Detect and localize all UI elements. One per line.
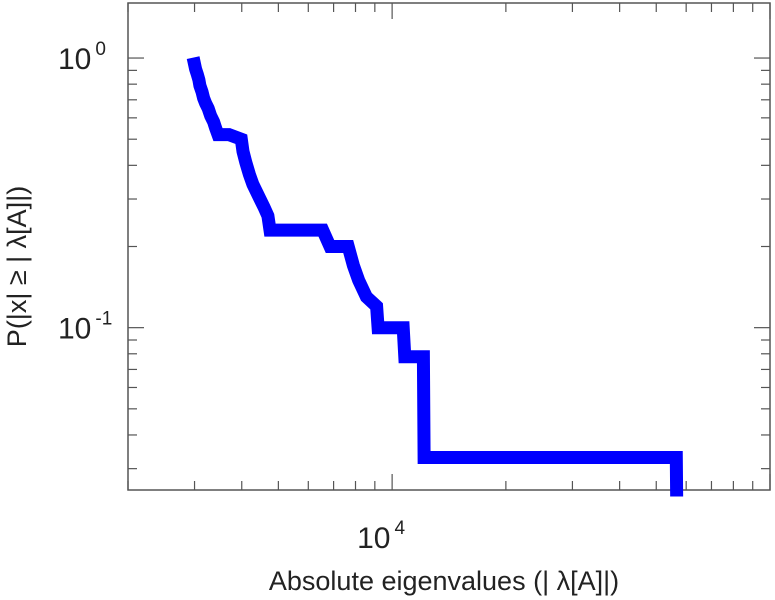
plot-frame	[127, 2, 771, 491]
tick-labels: 10 0 10 -1 10 4	[58, 39, 405, 555]
y-tick-label: 10 -1	[58, 309, 112, 346]
minor-ticks	[127, 3, 771, 490]
y-tick-label: 10 0	[58, 39, 106, 76]
series-line	[186, 56, 684, 497]
x-axis-label: Absolute eigenvalues (| λ[A]|)	[269, 566, 619, 596]
y-axis-label: P(|x| ≥ | λ[A]|)	[2, 186, 32, 347]
x-tick-label: 10 4	[357, 518, 405, 555]
